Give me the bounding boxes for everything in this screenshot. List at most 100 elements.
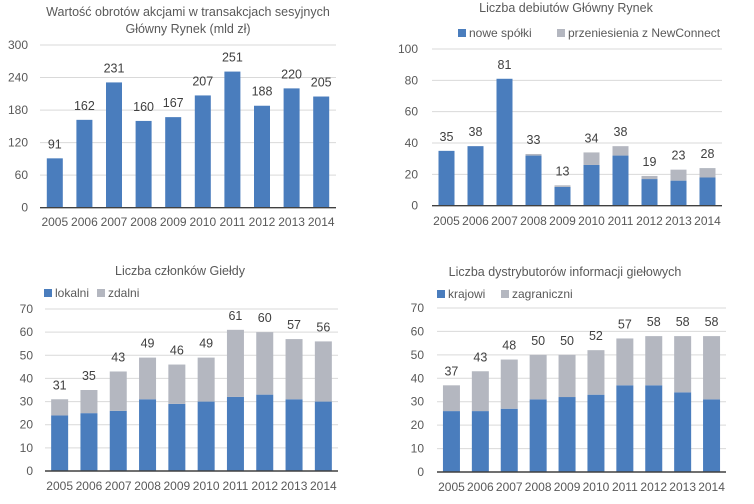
- x-tick-label: 2008: [130, 215, 157, 229]
- bar-krajowi: [442, 411, 460, 472]
- bar-nowe-spółki: [583, 164, 600, 206]
- data-label: 58: [705, 315, 719, 329]
- data-label: 167: [163, 96, 184, 110]
- bar-lokalni: [139, 399, 157, 471]
- bar-value: [283, 88, 300, 208]
- y-tick-label: 10: [411, 442, 425, 456]
- bar-zagraniczni: [442, 385, 460, 412]
- bar-lokalni: [197, 401, 215, 471]
- y-tick-label: 30: [20, 395, 34, 409]
- data-label: 60: [258, 311, 272, 325]
- x-tick-label: 2011: [223, 479, 249, 493]
- bar-nowe-spółki: [525, 155, 542, 206]
- bar-zagraniczni: [645, 336, 663, 386]
- bar-zagraniczni: [587, 350, 605, 395]
- x-tick-label: 2010: [583, 480, 610, 494]
- bar-value: [135, 120, 152, 208]
- bar-nowe-spółki: [554, 186, 571, 206]
- x-tick-label: 2009: [163, 479, 190, 493]
- bar-krajowi: [674, 392, 692, 472]
- data-label: 49: [199, 337, 213, 351]
- y-tick-label: 70: [20, 302, 34, 316]
- data-label: 231: [104, 61, 125, 75]
- data-label: 61: [228, 309, 242, 323]
- bar-nowe-spółki: [612, 155, 629, 206]
- x-tick-label: 2005: [438, 480, 465, 494]
- bar-zdalni: [285, 339, 303, 400]
- x-tick-label: 2013: [665, 214, 692, 228]
- bar-nowe-spółki: [496, 78, 513, 206]
- data-label: 188: [252, 85, 273, 99]
- x-tick-label: 2007: [101, 215, 128, 229]
- data-label: 81: [498, 58, 512, 72]
- x-tick-label: 2006: [462, 214, 489, 228]
- x-tick-label: 2013: [669, 480, 696, 494]
- x-tick-label: 2006: [71, 215, 98, 229]
- data-label: 49: [141, 337, 155, 351]
- y-tick-label: 40: [20, 371, 34, 385]
- data-label: 43: [111, 350, 125, 364]
- data-label: 58: [676, 315, 690, 329]
- x-tick-label: 2005: [46, 479, 73, 493]
- y-tick-label: 10: [20, 441, 34, 455]
- bar-zdalni: [197, 357, 215, 402]
- data-label: 28: [701, 147, 715, 161]
- data-label: 207: [192, 74, 213, 88]
- legend-label: nowe spółki: [469, 26, 532, 40]
- bar-krajowi: [645, 385, 663, 472]
- x-tick-label: 2012: [249, 215, 276, 229]
- legend-swatch: [458, 29, 466, 37]
- x-tick-label: 2011: [219, 215, 245, 229]
- y-tick-label: 30: [411, 395, 425, 409]
- y-tick-label: 20: [405, 167, 419, 181]
- bar-krajowi: [703, 399, 721, 472]
- bar-krajowi: [500, 408, 518, 472]
- bar-zdalni: [314, 341, 332, 402]
- bar-value: [46, 158, 63, 208]
- bar-przeniesienia-z-newconnect: [670, 169, 687, 181]
- x-tick-label: 2010: [189, 215, 216, 229]
- data-label: 35: [440, 130, 454, 144]
- x-tick-label: 2008: [525, 480, 552, 494]
- y-tick-label: 80: [405, 73, 419, 87]
- chart-members: Liczba członków Giełdy 0 10 20 30 40 50 60 70 31 2…: [20, 264, 338, 493]
- bar-krajowi: [471, 411, 489, 472]
- bar-przeniesienia-z-newconnect: [554, 185, 571, 187]
- x-tick-label: 2010: [193, 479, 220, 493]
- x-tick-label: 2012: [251, 479, 278, 493]
- bar-zagraniczni: [674, 336, 692, 393]
- chart-title: Liczba dystrybutorów informacji giełowyc…: [449, 265, 682, 279]
- data-label: 58: [647, 315, 661, 329]
- x-tick-label: 2009: [549, 214, 576, 228]
- data-label: 57: [618, 317, 632, 331]
- bar-nowe-spółki: [641, 179, 658, 206]
- data-label: 31: [53, 378, 67, 392]
- chart-title: Liczba członków Giełdy: [115, 264, 246, 278]
- y-tick-label: 60: [405, 105, 419, 119]
- legend-label: przeniesienia z NewConnect: [568, 26, 721, 40]
- bar-przeniesienia-z-newconnect: [583, 152, 600, 165]
- bar-krajowi: [529, 399, 547, 472]
- bar-zdalni: [109, 371, 127, 411]
- bar-value: [76, 119, 93, 208]
- data-label: 19: [643, 155, 657, 169]
- y-tick-label: 60: [20, 325, 34, 339]
- data-label: 38: [614, 125, 628, 139]
- legend-swatch: [97, 289, 105, 297]
- legend-label: zagraniczni: [512, 287, 573, 301]
- y-tick-label: 180: [8, 103, 28, 117]
- chart-turnover: Wartość obrotów akcjami w transakcjach s…: [8, 5, 336, 229]
- y-tick-label: 70: [411, 301, 425, 315]
- bar-zdalni: [226, 329, 244, 397]
- bar-zagraniczni: [471, 371, 489, 412]
- x-tick-label: 2010: [578, 214, 605, 228]
- legend-swatch: [44, 289, 52, 297]
- bar-lokalni: [168, 403, 186, 471]
- x-tick-label: 2008: [520, 214, 547, 228]
- data-label: 43: [473, 350, 487, 364]
- bar-przeniesienia-z-newconnect: [641, 175, 658, 180]
- x-tick-label: 2006: [76, 479, 103, 493]
- chart-debuts: Liczba debiutów Główny Rynek 0 20 40 60 80 100…: [398, 1, 722, 228]
- x-tick-label: 2007: [105, 479, 132, 493]
- bar-lokalni: [256, 394, 274, 471]
